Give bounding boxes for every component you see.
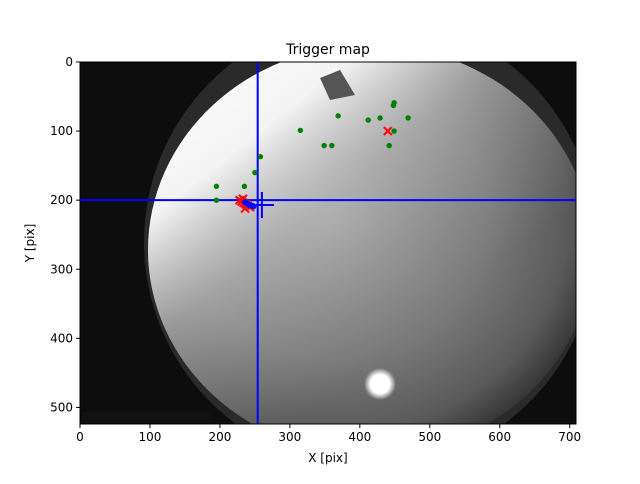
y-tick-label: 100 (50, 124, 73, 138)
trigger-point (329, 142, 335, 149)
x-tick-label: 400 (348, 430, 371, 444)
y-tick-label: 200 (50, 193, 73, 207)
trigger-point (405, 115, 411, 121)
x-tick-label: 100 (139, 430, 162, 444)
trigger-point (297, 127, 304, 134)
y-axis-label: Y [pix] (23, 224, 37, 264)
trigger-point (257, 153, 264, 160)
trigger-point (321, 142, 327, 149)
center-plus-marker (249, 192, 274, 219)
y-tick-label: 400 (50, 331, 73, 345)
trigger-point (213, 183, 220, 190)
trigger-point (391, 128, 397, 134)
trigger-point (241, 183, 248, 190)
y-tick-label: 500 (50, 400, 73, 414)
x-tick-label: 200 (208, 430, 231, 444)
trigger-point (391, 100, 397, 106)
trigger-point (213, 197, 220, 203)
chart-title: Trigger map (285, 42, 370, 58)
trigger-point (365, 117, 371, 123)
axes-frame (79, 61, 577, 425)
detection-x-marker (383, 126, 393, 136)
y-tick-label: 0 (65, 55, 73, 69)
x-tick-label: 600 (488, 430, 511, 444)
sky-image (80, 62, 576, 424)
x-tick-label: 700 (558, 430, 581, 444)
trigger-point (252, 169, 258, 176)
trigger-point (386, 142, 392, 149)
x-axis-label: X [pix] (308, 451, 347, 465)
x-tick-label: 500 (418, 430, 441, 444)
trigger-point (335, 113, 341, 119)
x-tick-label: 300 (278, 430, 301, 444)
x-tick-label: 0 (76, 430, 84, 444)
trigger-point (377, 115, 383, 121)
y-tick-label: 300 (50, 262, 73, 276)
